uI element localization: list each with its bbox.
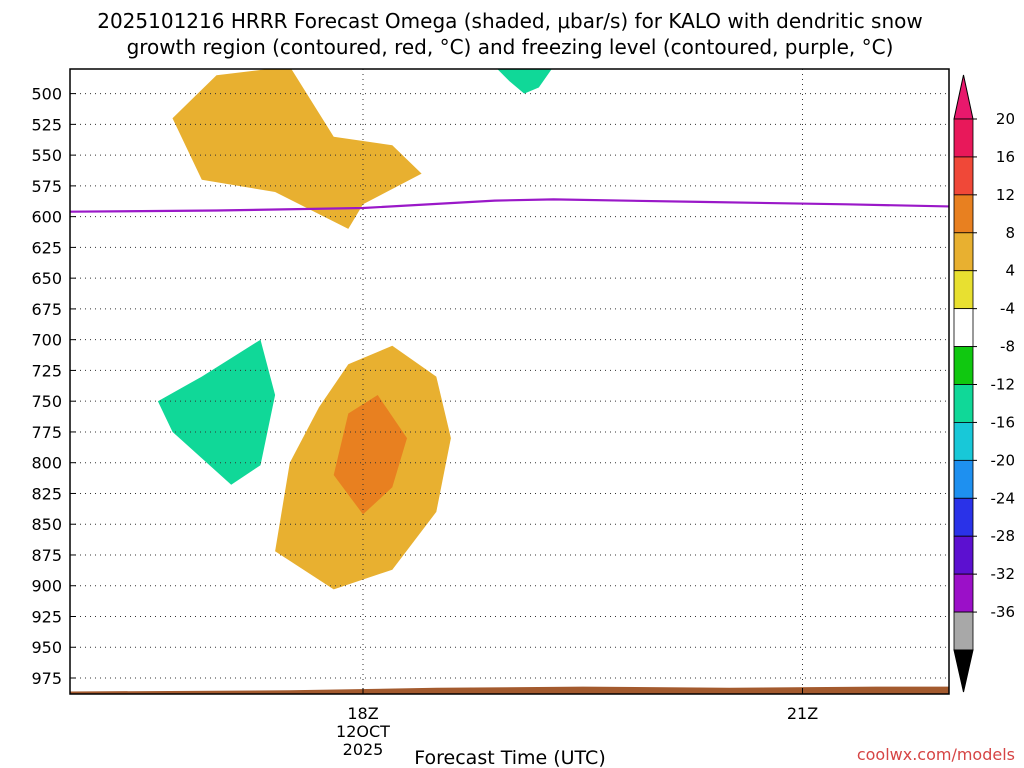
colorbar-label-14: -36 bbox=[991, 603, 1016, 621]
y-tick-label-900: 900 bbox=[31, 577, 62, 596]
omega-area-16 bbox=[172, 69, 422, 229]
colorbar-label-13: -32 bbox=[991, 565, 1016, 583]
x-tick-sublabel-18Z-2: 2025 bbox=[343, 740, 384, 759]
colorbar-label-8: -12 bbox=[991, 376, 1016, 394]
colorbar-swatch-7 bbox=[953, 346, 974, 385]
y-tick-label-500: 500 bbox=[31, 85, 62, 104]
y-tick-label-975: 975 bbox=[31, 669, 62, 688]
colorbar-label-10: -20 bbox=[991, 451, 1016, 469]
x-tick-label-18Z: 18Z bbox=[347, 704, 378, 723]
colorbar-swatch-10 bbox=[953, 459, 974, 499]
omega-area-21 bbox=[333, 395, 407, 515]
y-tick-label-875: 875 bbox=[31, 546, 62, 565]
x-tick-label-21Z: 21Z bbox=[787, 704, 818, 723]
terrain-surface bbox=[70, 686, 949, 694]
colorbar-label-1: 20 bbox=[996, 110, 1015, 128]
colorbar-swatch-8 bbox=[953, 384, 974, 423]
freezing-level-layer bbox=[70, 198, 949, 213]
y-tick-label-725: 725 bbox=[31, 361, 62, 380]
y-tick-label-600: 600 bbox=[31, 208, 62, 227]
colorbar-over-arrow bbox=[953, 74, 974, 120]
colorbar-swatch-6 bbox=[953, 308, 974, 347]
chart-title: 2025101216 HRRR Forecast Omega (shaded, … bbox=[97, 9, 923, 59]
colorbar-swatch-2 bbox=[953, 156, 974, 196]
colorbar-label-5: 4 bbox=[1005, 262, 1015, 280]
colorbar-label-2: 16 bbox=[996, 148, 1015, 166]
y-tick-label-575: 575 bbox=[31, 177, 62, 196]
colorbar-label-6: -4 bbox=[1000, 300, 1015, 318]
pressure-axis: 500 525 550 575 600 625 650 675 700 725 750 775 800 8… bbox=[31, 85, 76, 688]
terrain-layer bbox=[70, 686, 949, 694]
colorbar-swatch-9 bbox=[953, 422, 974, 461]
colorbar-swatch-11 bbox=[953, 497, 974, 537]
colorbar-label-11: -24 bbox=[991, 489, 1016, 507]
colorbar-swatch-14 bbox=[953, 611, 974, 651]
colorbar-swatch-1 bbox=[953, 118, 974, 158]
y-tick-label-650: 650 bbox=[31, 269, 62, 288]
gridlines bbox=[70, 69, 949, 694]
plot-frame bbox=[69, 68, 950, 695]
omega-shaded-areas bbox=[157, 69, 552, 590]
y-tick-label-750: 750 bbox=[31, 392, 62, 411]
chart-title-line-2: growth region (contoured, red, °C) and f… bbox=[127, 35, 894, 59]
omega-area-14 bbox=[497, 69, 552, 94]
chart-title-line-1: 2025101216 HRRR Forecast Omega (shaded, … bbox=[97, 9, 923, 33]
y-tick-label-700: 700 bbox=[31, 331, 62, 350]
y-tick-label-550: 550 bbox=[31, 146, 62, 165]
colorbar: 20 16 12 8 4 -4 -8 -12 -16 -20 -24 -28 -32 -36 bbox=[953, 74, 1016, 693]
omega-area-15 bbox=[157, 339, 276, 485]
y-tick-label-925: 925 bbox=[31, 607, 62, 626]
y-tick-label-800: 800 bbox=[31, 454, 62, 473]
x-tick-sublabel-18Z-1: 12OCT bbox=[336, 722, 390, 741]
y-tick-label-950: 950 bbox=[31, 638, 62, 657]
y-tick-label-775: 775 bbox=[31, 423, 62, 442]
y-tick-label-850: 850 bbox=[31, 515, 62, 534]
colorbar-label-12: -28 bbox=[991, 527, 1016, 545]
y-tick-label-625: 625 bbox=[31, 238, 62, 257]
x-axis-label: Forecast Time (UTC) bbox=[414, 747, 605, 768]
colorbar-swatch-4 bbox=[953, 232, 974, 272]
colorbar-label-3: 12 bbox=[996, 186, 1015, 204]
colorbar-label-9: -16 bbox=[991, 413, 1016, 431]
y-tick-label-825: 825 bbox=[31, 484, 62, 503]
freezing-level-line bbox=[70, 198, 949, 213]
y-tick-label-675: 675 bbox=[31, 300, 62, 319]
colorbar-under-arrow bbox=[953, 649, 974, 693]
colorbar-swatch-5 bbox=[953, 270, 974, 310]
time-axis: 18Z12OCT202521Z00Z13OCT03Z06Z09Z bbox=[336, 688, 818, 759]
colorbar-swatch-3 bbox=[953, 194, 974, 234]
colorbar-label-4: 8 bbox=[1005, 224, 1015, 242]
colorbar-swatch-13 bbox=[953, 573, 974, 613]
credit-label: coolwx.com/models bbox=[857, 745, 1015, 764]
colorbar-swatch-12 bbox=[953, 535, 974, 575]
colorbar-label-7: -8 bbox=[1000, 338, 1015, 356]
y-tick-label-525: 525 bbox=[31, 115, 62, 134]
